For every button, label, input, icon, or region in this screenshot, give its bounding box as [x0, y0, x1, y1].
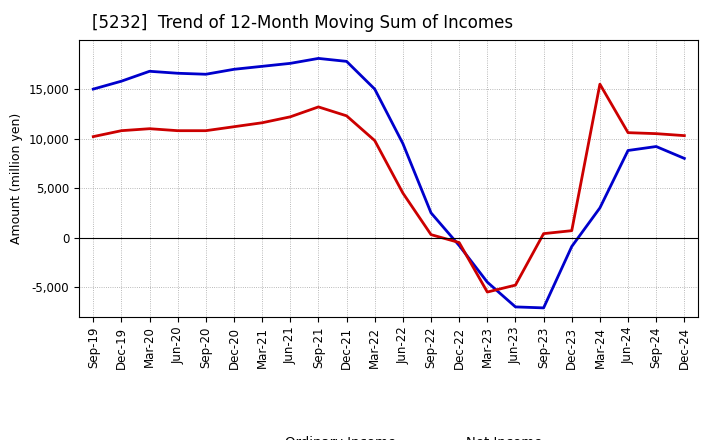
- Text: [5232]  Trend of 12-Month Moving Sum of Incomes: [5232] Trend of 12-Month Moving Sum of I…: [91, 15, 513, 33]
- Ordinary Income: [399, 141, 408, 146]
- Ordinary Income: [202, 72, 210, 77]
- Net Income: [145, 126, 154, 131]
- Line: Net Income: Net Income: [94, 84, 684, 292]
- Net Income: [230, 124, 238, 129]
- Net Income: [117, 128, 126, 133]
- Y-axis label: Amount (million yen): Amount (million yen): [10, 113, 23, 244]
- Ordinary Income: [567, 244, 576, 249]
- Net Income: [370, 138, 379, 143]
- Ordinary Income: [427, 210, 436, 216]
- Ordinary Income: [230, 66, 238, 72]
- Ordinary Income: [370, 86, 379, 92]
- Ordinary Income: [595, 205, 604, 210]
- Net Income: [258, 120, 266, 125]
- Net Income: [314, 104, 323, 110]
- Net Income: [483, 290, 492, 295]
- Ordinary Income: [624, 148, 632, 153]
- Ordinary Income: [511, 304, 520, 310]
- Ordinary Income: [117, 78, 126, 84]
- Net Income: [624, 130, 632, 136]
- Net Income: [342, 113, 351, 118]
- Ordinary Income: [314, 56, 323, 61]
- Net Income: [174, 128, 182, 133]
- Ordinary Income: [483, 279, 492, 285]
- Legend: Ordinary Income, Net Income: Ordinary Income, Net Income: [230, 431, 548, 440]
- Net Income: [286, 114, 294, 119]
- Net Income: [399, 191, 408, 196]
- Net Income: [511, 282, 520, 288]
- Ordinary Income: [258, 64, 266, 69]
- Net Income: [567, 228, 576, 233]
- Ordinary Income: [680, 156, 688, 161]
- Net Income: [595, 81, 604, 87]
- Net Income: [455, 240, 464, 245]
- Ordinary Income: [145, 69, 154, 74]
- Ordinary Income: [652, 144, 660, 149]
- Ordinary Income: [539, 305, 548, 311]
- Line: Ordinary Income: Ordinary Income: [94, 59, 684, 308]
- Net Income: [427, 232, 436, 237]
- Ordinary Income: [89, 86, 98, 92]
- Net Income: [539, 231, 548, 236]
- Net Income: [652, 131, 660, 136]
- Ordinary Income: [174, 70, 182, 76]
- Ordinary Income: [286, 61, 294, 66]
- Net Income: [680, 133, 688, 138]
- Net Income: [89, 134, 98, 139]
- Net Income: [202, 128, 210, 133]
- Ordinary Income: [342, 59, 351, 64]
- Ordinary Income: [455, 243, 464, 248]
